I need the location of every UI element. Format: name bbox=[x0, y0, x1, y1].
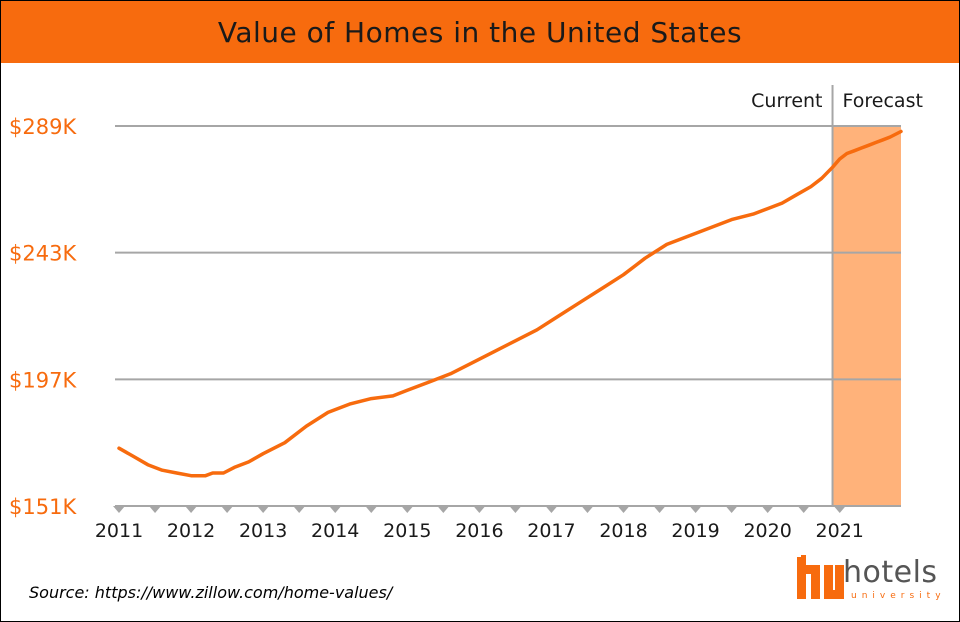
x-tick-marker bbox=[617, 506, 630, 513]
y-tick-label: $243K bbox=[9, 242, 77, 266]
x-tick-label: 2016 bbox=[455, 520, 503, 542]
region-label-current: Current bbox=[751, 90, 822, 112]
x-minor-tick-marker bbox=[293, 506, 306, 513]
region-label-forecast: Forecast bbox=[843, 90, 923, 112]
x-tick-marker bbox=[113, 506, 125, 513]
x-tick-marker bbox=[473, 506, 486, 513]
logo-subtitle: university bbox=[851, 591, 946, 601]
x-tick-marker bbox=[257, 506, 270, 513]
x-tick-marker bbox=[185, 506, 198, 513]
x-tick-label: 2021 bbox=[816, 520, 864, 542]
x-tick-marker bbox=[329, 506, 342, 513]
x-minor-tick-marker bbox=[221, 506, 234, 513]
title-bar: Value of Homes in the United States bbox=[1, 1, 959, 63]
source-note: Source: https://www.zillow.com/home-valu… bbox=[29, 583, 393, 602]
x-tick-label: 2017 bbox=[527, 520, 575, 542]
x-minor-tick-marker bbox=[797, 506, 810, 513]
x-tick-marker bbox=[761, 506, 774, 513]
hotels-university-logo: hotels university bbox=[791, 547, 951, 607]
line-chart: $151K $197K $243K $289K Current Forecast 2011 2… bbox=[9, 85, 923, 542]
x-minor-tick-marker bbox=[581, 506, 594, 513]
x-tick-marker bbox=[833, 506, 846, 513]
x-tick-marker bbox=[545, 506, 558, 513]
x-minor-tick-marker bbox=[365, 506, 378, 513]
home-value-line bbox=[117, 129, 903, 478]
logo-mark-icon bbox=[791, 547, 844, 599]
x-minor-tick-marker bbox=[653, 506, 666, 513]
x-tick-marker bbox=[401, 506, 414, 513]
forecast-band bbox=[832, 126, 901, 506]
x-minor-tick-marker bbox=[437, 506, 450, 513]
x-tick-label: 2015 bbox=[383, 520, 431, 542]
x-tick-label: 2011 bbox=[95, 520, 143, 542]
x-minor-tick-marker bbox=[509, 506, 522, 513]
x-tick-marker bbox=[689, 506, 702, 513]
x-tick-label: 2013 bbox=[239, 520, 287, 542]
x-minor-tick-marker bbox=[725, 506, 738, 513]
x-tick-label: 2018 bbox=[599, 520, 647, 542]
x-tick-label: 2014 bbox=[311, 520, 359, 542]
y-tick-label: $289K bbox=[9, 115, 77, 139]
logo-wordmark: hotels bbox=[843, 555, 938, 590]
x-tick-label: 2012 bbox=[167, 520, 215, 542]
y-tick-label: $151K bbox=[9, 495, 77, 519]
x-tick-label: 2019 bbox=[671, 520, 719, 542]
x-minor-tick-marker bbox=[149, 506, 162, 513]
chart-title: Value of Homes in the United States bbox=[217, 15, 743, 49]
y-tick-label: $197K bbox=[9, 368, 77, 392]
x-tick-label: 2020 bbox=[743, 520, 791, 542]
